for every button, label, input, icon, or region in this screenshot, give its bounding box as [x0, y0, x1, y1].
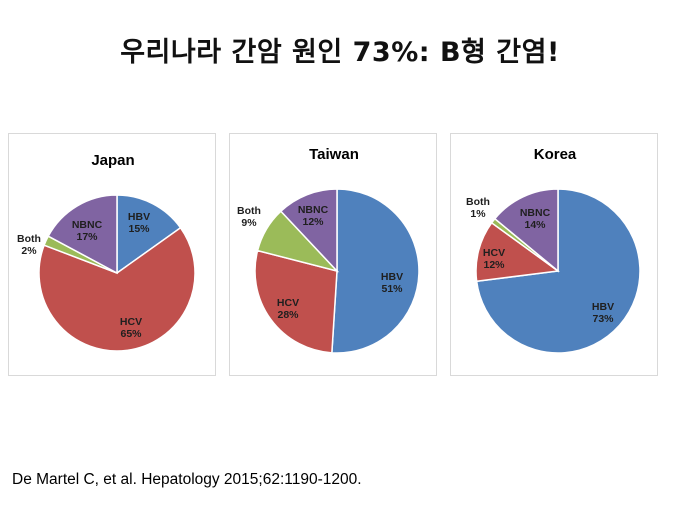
chart-panel-korea: Korea HBV 73% HCV 12% Both 1% NBNC 14%: [450, 133, 658, 376]
slide-title: 우리나라 간암 원인 73%: B형 간염!: [120, 37, 560, 68]
pie-slice-japan-nbnc: [47, 194, 118, 275]
pie-chart-japan: Japan HBV 15% HCV 65% Both 2% NBNC 17%: [17, 152, 196, 352]
slice-label-japan-hcv: HCV 65%: [120, 316, 142, 340]
pie-slice-taiwan-hcv: [254, 249, 338, 354]
pie-chart-taiwan: Taiwan HBV 51% HCV 28% Both 9% NBNC 12%: [237, 146, 420, 354]
pie-slice-korea-nbnc: [493, 188, 559, 273]
pie-slice-taiwan-hbv: [331, 188, 420, 354]
chart-title-taiwan: Taiwan: [309, 146, 359, 163]
citation: De Martel C, et al. Hepatology 2015;62:1…: [12, 471, 362, 488]
pie-slice-korea-hcv: [475, 221, 560, 283]
pie-slice-taiwan-nbnc: [279, 188, 338, 273]
pie-chart-korea: Korea HBV 73% HCV 12% Both 1% NBNC 14%: [466, 146, 641, 354]
pie-slice-japan-hbv: [116, 194, 182, 275]
chart-panel-japan: Japan HBV 15% HCV 65% Both 2% NBNC 17%: [8, 133, 216, 376]
slice-label-japan-hbv: HBV 15%: [128, 211, 150, 235]
slice-label-taiwan-both: Both 9%: [237, 205, 261, 229]
slice-label-taiwan-nbnc: NBNC 12%: [298, 204, 329, 228]
chart-title-japan: Japan: [91, 152, 134, 169]
slice-label-korea-both: Both 1%: [466, 196, 490, 220]
chart-title-korea: Korea: [534, 146, 577, 163]
slice-label-japan-both: Both 2%: [17, 233, 41, 257]
slice-label-korea-hcv: HCV 12%: [483, 247, 505, 271]
slice-label-taiwan-hcv: HCV 28%: [277, 297, 299, 321]
slice-label-japan-nbnc: NBNC 17%: [72, 219, 103, 243]
slice-label-korea-nbnc: NBNC 14%: [520, 207, 551, 231]
chart-panel-taiwan: Taiwan HBV 51% HCV 28% Both 9% NBNC 12%: [229, 133, 437, 376]
slice-label-korea-hbv: HBV 73%: [592, 301, 614, 325]
slice-label-taiwan-hbv: HBV 51%: [381, 271, 403, 295]
